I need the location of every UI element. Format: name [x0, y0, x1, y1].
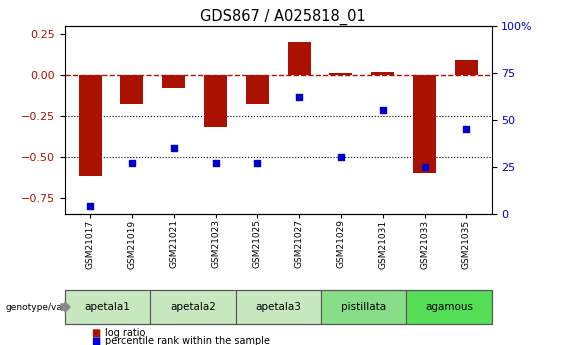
Point [169, 145, 178, 151]
Text: apetala2: apetala2 [170, 302, 216, 312]
Bar [204, 75, 227, 127]
Text: percentile rank within the sample: percentile rank within the sample [105, 336, 270, 345]
Point [211, 160, 220, 166]
Point [337, 155, 346, 160]
Point [295, 95, 304, 100]
Text: log ratio: log ratio [105, 328, 145, 337]
Bar [329, 73, 353, 75]
Bar [413, 75, 436, 173]
Text: apetala1: apetala1 [85, 302, 131, 312]
Point [127, 160, 136, 166]
Point [379, 108, 388, 113]
Text: ■: ■ [92, 336, 101, 345]
Bar [246, 75, 269, 104]
Text: apetala3: apetala3 [255, 302, 301, 312]
Point [85, 204, 94, 209]
Bar [120, 75, 144, 104]
Text: agamous: agamous [425, 302, 473, 312]
Text: GDS867 / A025818_01: GDS867 / A025818_01 [199, 9, 366, 25]
Bar [162, 75, 185, 88]
Bar [455, 60, 478, 75]
Text: pistillata: pistillata [341, 302, 386, 312]
Bar [288, 42, 311, 75]
Point [253, 160, 262, 166]
Bar [371, 72, 394, 75]
Point [462, 127, 471, 132]
Text: genotype/variation: genotype/variation [6, 303, 92, 312]
Bar [79, 75, 102, 176]
Text: ■: ■ [92, 328, 101, 337]
Point [420, 164, 429, 170]
